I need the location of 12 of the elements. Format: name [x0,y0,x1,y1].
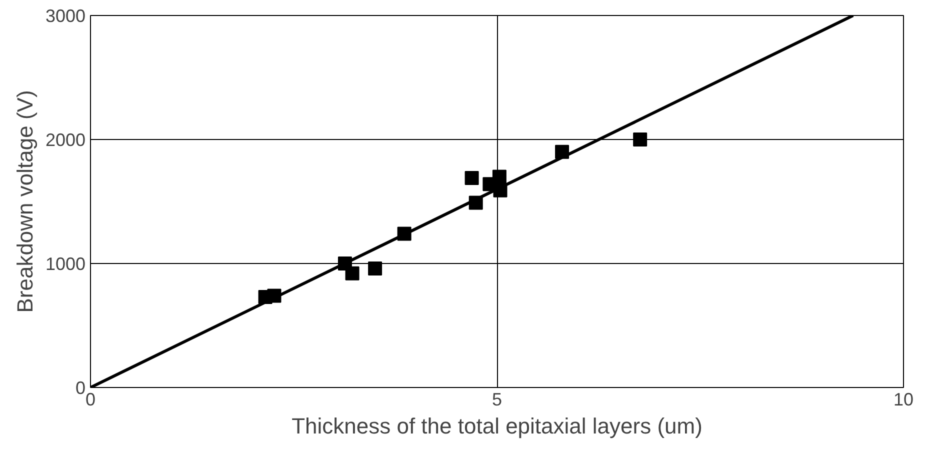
y-tick-label: 3000 [45,6,86,26]
point [464,170,479,185]
point [345,266,360,280]
y-tick-label: 1000 [45,254,86,274]
x-axis-title: Thickness of the total epitaxial layers (um) [292,414,702,438]
point [492,170,506,184]
y-tick-label: 2000 [45,130,86,150]
x-tick-label: 5 [492,390,502,410]
point [633,132,648,146]
point [368,261,382,276]
y-axis-title: Breakdown voltage (V) [12,90,38,313]
x-tick-label: 10 [893,390,914,410]
